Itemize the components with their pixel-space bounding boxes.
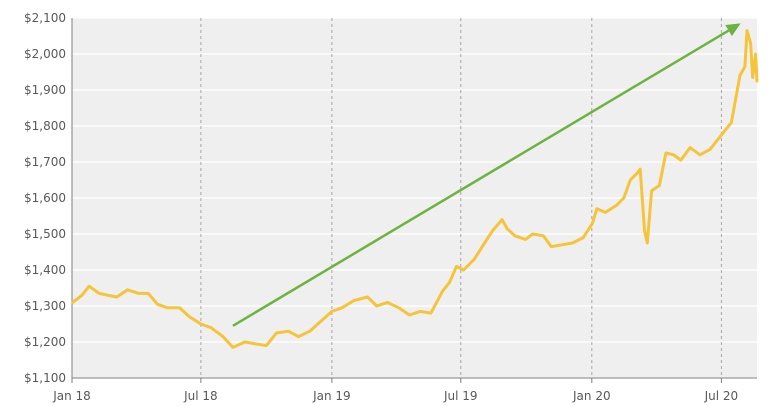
y-tick-label: $1,600	[24, 191, 66, 205]
y-tick-label: $1,300	[24, 299, 66, 313]
y-axis-tick-labels: $1,100 $1,200 $1,300 $1,400 $1,500 $1,600 $1,7…	[24, 11, 66, 385]
x-tick-label: Jul 19	[443, 389, 478, 403]
y-tick-label: $2,000	[24, 47, 66, 61]
x-axis-tick-labels: Jan 18 Jul 18 Jan 19 Jul 19 Jan 20 Jul 20	[52, 389, 738, 403]
horizontal-gridlines	[72, 17, 757, 379]
y-tick-label: $1,400	[24, 263, 66, 277]
y-tick-label: $2,100	[24, 11, 66, 25]
annotation-layer	[232, 23, 741, 327]
trend-arrow-head	[725, 23, 741, 37]
trend-arrow-line	[232, 29, 730, 327]
series-layer	[71, 29, 759, 349]
vertical-gridlines	[200, 18, 722, 378]
y-tick-label: $1,900	[24, 83, 66, 97]
y-tick-label: $1,500	[24, 227, 66, 241]
x-tick-label: Jul 20	[704, 389, 739, 403]
y-tick-label: $1,800	[24, 119, 66, 133]
y-tick-label: $1,100	[24, 371, 66, 385]
y-tick-label: $1,700	[24, 155, 66, 169]
x-tick-label: Jan 18	[52, 389, 91, 403]
x-tick-label: Jul 18	[183, 389, 218, 403]
y-tick-label: $1,200	[24, 335, 66, 349]
x-tick-label: Jan 20	[572, 389, 611, 403]
x-tick-label: Jan 19	[312, 389, 351, 403]
price-line	[71, 29, 759, 349]
axes	[71, 18, 757, 383]
